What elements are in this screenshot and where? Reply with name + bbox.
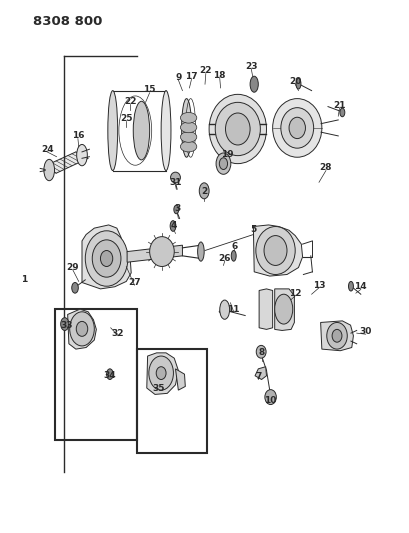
Text: 9: 9 [175, 73, 181, 82]
Text: 8308 800: 8308 800 [33, 15, 102, 28]
Polygon shape [320, 321, 353, 351]
Text: 27: 27 [128, 278, 140, 287]
Polygon shape [258, 289, 272, 329]
Text: 22: 22 [124, 97, 136, 106]
Polygon shape [253, 225, 302, 276]
Ellipse shape [209, 94, 266, 164]
Text: 13: 13 [312, 281, 324, 289]
Ellipse shape [272, 99, 321, 157]
Polygon shape [127, 245, 182, 262]
Text: 17: 17 [185, 72, 197, 81]
Ellipse shape [180, 132, 196, 142]
Ellipse shape [70, 312, 94, 346]
Ellipse shape [219, 300, 229, 319]
Polygon shape [82, 225, 131, 289]
Text: 15: 15 [143, 85, 155, 94]
Ellipse shape [264, 390, 276, 405]
Text: 18: 18 [213, 71, 225, 80]
Ellipse shape [61, 318, 69, 330]
Text: 3: 3 [173, 205, 180, 213]
Ellipse shape [170, 221, 175, 231]
Polygon shape [67, 309, 96, 349]
Text: 14: 14 [354, 282, 366, 291]
Text: 23: 23 [245, 62, 257, 71]
Text: 32: 32 [112, 329, 124, 337]
Ellipse shape [225, 113, 249, 145]
Ellipse shape [76, 321, 88, 336]
Text: 12: 12 [288, 289, 301, 297]
Ellipse shape [100, 251, 112, 266]
Text: 16: 16 [72, 132, 84, 140]
Text: 25: 25 [120, 114, 132, 123]
Ellipse shape [148, 356, 173, 390]
Ellipse shape [231, 251, 236, 261]
Ellipse shape [348, 281, 353, 291]
Polygon shape [175, 369, 185, 390]
Ellipse shape [156, 367, 166, 379]
Text: 7: 7 [254, 373, 261, 381]
Text: 34: 34 [103, 372, 116, 380]
Polygon shape [254, 367, 266, 379]
Text: 35: 35 [153, 384, 165, 392]
Ellipse shape [92, 240, 121, 277]
Ellipse shape [85, 231, 128, 286]
Text: 33: 33 [60, 321, 72, 329]
Ellipse shape [263, 236, 286, 265]
Ellipse shape [215, 102, 260, 156]
Text: 24: 24 [41, 145, 53, 154]
Bar [55, 309, 137, 440]
Ellipse shape [180, 141, 196, 152]
Text: 29: 29 [67, 263, 79, 272]
Text: 4: 4 [170, 222, 176, 230]
Ellipse shape [180, 112, 196, 123]
Ellipse shape [161, 91, 171, 171]
Text: 28: 28 [319, 164, 331, 172]
Text: 11: 11 [227, 305, 239, 313]
Ellipse shape [108, 91, 117, 171]
Ellipse shape [199, 183, 209, 199]
Ellipse shape [249, 76, 258, 92]
Ellipse shape [274, 294, 292, 324]
Ellipse shape [197, 242, 204, 261]
Ellipse shape [76, 144, 87, 166]
Ellipse shape [149, 237, 174, 266]
Text: 22: 22 [199, 67, 211, 75]
Ellipse shape [326, 322, 346, 349]
Text: 5: 5 [249, 225, 256, 233]
Polygon shape [274, 289, 294, 330]
Ellipse shape [255, 227, 294, 274]
Text: 30: 30 [359, 327, 371, 336]
Text: 6: 6 [231, 243, 237, 251]
Ellipse shape [181, 99, 191, 157]
Ellipse shape [216, 153, 230, 174]
Polygon shape [44, 152, 88, 173]
Text: 1: 1 [21, 276, 28, 284]
Text: 31: 31 [169, 178, 181, 187]
Polygon shape [146, 353, 178, 394]
Text: 2: 2 [200, 188, 207, 196]
Text: 8: 8 [258, 349, 264, 357]
Ellipse shape [219, 158, 227, 169]
Ellipse shape [256, 345, 265, 358]
Ellipse shape [280, 108, 313, 148]
Text: 26: 26 [218, 254, 230, 263]
Ellipse shape [173, 205, 178, 214]
Ellipse shape [288, 117, 305, 139]
Text: 10: 10 [264, 397, 276, 405]
Text: 21: 21 [333, 101, 345, 110]
Ellipse shape [180, 122, 196, 133]
Text: 20: 20 [288, 77, 301, 86]
Ellipse shape [133, 101, 149, 160]
Ellipse shape [72, 282, 78, 293]
Ellipse shape [339, 108, 344, 117]
Ellipse shape [170, 172, 180, 183]
Text: 19: 19 [221, 150, 233, 159]
Ellipse shape [295, 78, 300, 89]
Ellipse shape [331, 329, 341, 342]
Bar [137, 349, 207, 453]
Ellipse shape [106, 369, 113, 379]
Ellipse shape [44, 159, 54, 181]
